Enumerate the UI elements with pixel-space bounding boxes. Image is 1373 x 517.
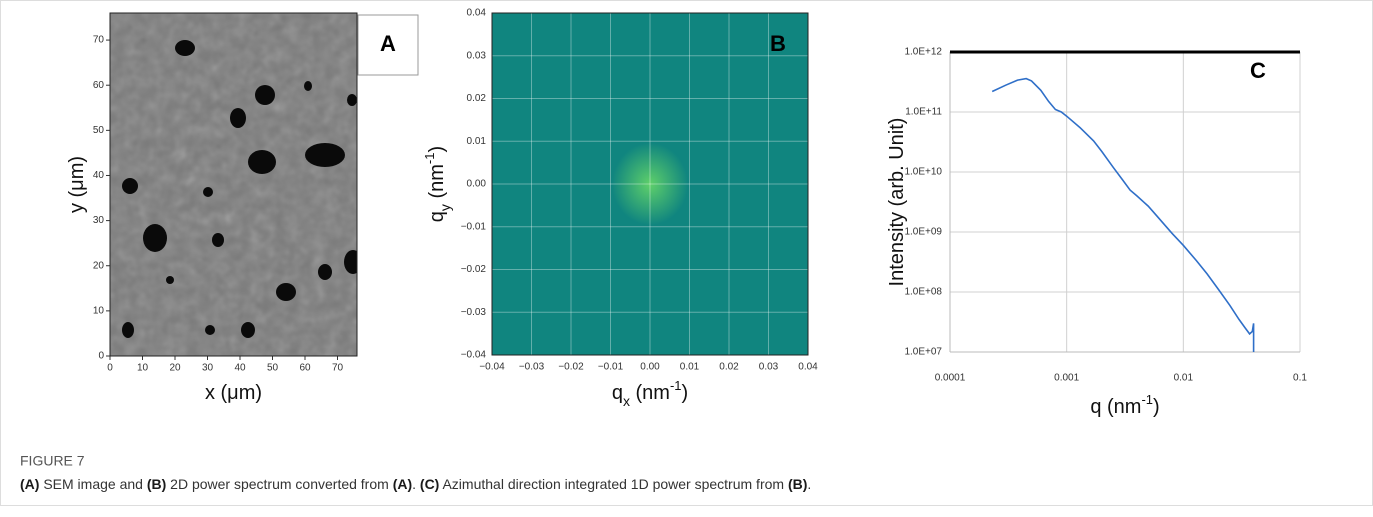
x-tick-label: 50 — [267, 363, 279, 374]
label-part: q — [612, 382, 623, 404]
y-tick-label: 0.04 — [467, 8, 487, 19]
panel-label-box — [357, 14, 419, 76]
x-tick-label: 0.01 — [680, 362, 700, 373]
x-tick-label: −0.02 — [558, 362, 584, 373]
x-tick-label: 40 — [234, 363, 246, 374]
label-part: (nm — [630, 382, 670, 404]
y-axis-label: y (μm) — [66, 156, 88, 213]
caption-part: (C) — [420, 476, 439, 492]
x-tick-label: −0.01 — [598, 362, 624, 373]
y-axis-label: qy (nm-1) — [422, 146, 453, 222]
y-tick-label: 20 — [93, 260, 105, 271]
y-tick-label: −0.04 — [461, 350, 487, 361]
x-tick-label: −0.04 — [479, 362, 505, 373]
x-tick-label: 30 — [202, 363, 214, 374]
plot-area — [950, 52, 1300, 352]
label-part: -1 — [1141, 392, 1153, 407]
sem-image — [110, 13, 357, 356]
caption-part: . — [412, 476, 420, 492]
label-part: ) — [682, 382, 689, 404]
caption-part: 2D power spectrum converted from — [166, 476, 392, 492]
y-tick-label: 1.0E+07 — [904, 347, 942, 358]
label-part: ) — [426, 146, 448, 153]
label-part: -1 — [670, 378, 682, 393]
y-tick-label: −0.01 — [461, 221, 487, 232]
line-series — [991, 77, 1255, 352]
y-tick-label: −0.03 — [461, 307, 487, 318]
x-tick-label: 20 — [169, 363, 181, 374]
x-tick-label: 0.0001 — [935, 373, 966, 384]
label-part: y (μm) — [66, 156, 88, 213]
y-tick-label: 40 — [93, 170, 105, 181]
x-tick-label: −0.03 — [519, 362, 545, 373]
label-part: Intensity (arb. Unit) — [886, 118, 908, 287]
y-tick-label: 1.0E+10 — [904, 167, 942, 178]
x-axis-label: qx (nm-1) — [612, 378, 688, 409]
y-tick-label: 30 — [93, 215, 105, 226]
y-tick-label: 0.00 — [467, 179, 487, 190]
plot-frame — [491, 12, 809, 356]
panel-label: C — [1250, 58, 1266, 83]
x-tick-label: 70 — [332, 363, 344, 374]
label-part: -1 — [422, 152, 437, 164]
x-tick-label: 0.01 — [1174, 373, 1194, 384]
y-tick-label: 50 — [93, 125, 105, 136]
x-axis-label: q (nm-1) — [1090, 392, 1159, 418]
y-tick-label: 1.0E+11 — [905, 107, 942, 118]
y-tick-label: −0.02 — [461, 264, 487, 275]
label-part: q — [426, 211, 448, 222]
x-tick-label: 0.00 — [640, 362, 660, 373]
heatmap-center — [492, 13, 808, 355]
x-tick-label: 0.001 — [1054, 373, 1079, 384]
caption-part: (B) — [147, 476, 166, 492]
x-axis-label: x (μm) — [205, 382, 262, 404]
x-tick-label: 0 — [107, 363, 113, 374]
y-tick-label: 70 — [93, 35, 105, 46]
panel-label: A — [380, 31, 396, 56]
caption-part: Azimuthal direction integrated 1D power … — [439, 476, 788, 492]
y-tick-label: 0.03 — [467, 50, 487, 61]
label-part: q (nm — [1090, 396, 1141, 418]
caption-part: (A) — [393, 476, 412, 492]
x-tick-label: 0.03 — [759, 362, 779, 373]
caption-part: SEM image and — [39, 476, 146, 492]
label-part: ) — [1153, 396, 1160, 418]
x-tick-label: 0.02 — [719, 362, 739, 373]
caption-part: . — [807, 476, 811, 492]
y-axis-label: Intensity (arb. Unit) — [886, 118, 908, 287]
panel-label: B — [770, 31, 786, 56]
caption-part: (B) — [788, 476, 807, 492]
x-tick-label: 60 — [299, 363, 311, 374]
y-tick-label: 0 — [98, 351, 104, 362]
y-tick-label: 1.0E+08 — [904, 287, 942, 298]
y-tick-label: 1.0E+09 — [904, 227, 942, 238]
x-tick-label: 0.04 — [798, 362, 818, 373]
y-tick-label: 10 — [93, 306, 105, 317]
x-tick-label: 0.1 — [1293, 373, 1307, 384]
label-part: y — [437, 204, 453, 211]
x-tick-label: 10 — [137, 363, 149, 374]
plot-frame — [109, 12, 358, 357]
figure-caption: (A) SEM image and (B) 2D power spectrum … — [20, 476, 811, 492]
label-part: (nm — [426, 164, 448, 204]
figure-label: FIGURE 7 — [20, 453, 85, 469]
caption-part: (A) — [20, 476, 39, 492]
y-tick-label: 0.02 — [467, 93, 487, 104]
y-tick-label: 0.01 — [467, 136, 487, 147]
label-part: x (μm) — [205, 382, 262, 404]
y-tick-label: 60 — [93, 80, 105, 91]
label-part: x — [623, 393, 630, 409]
y-tick-label: 1.0E+12 — [904, 47, 942, 58]
